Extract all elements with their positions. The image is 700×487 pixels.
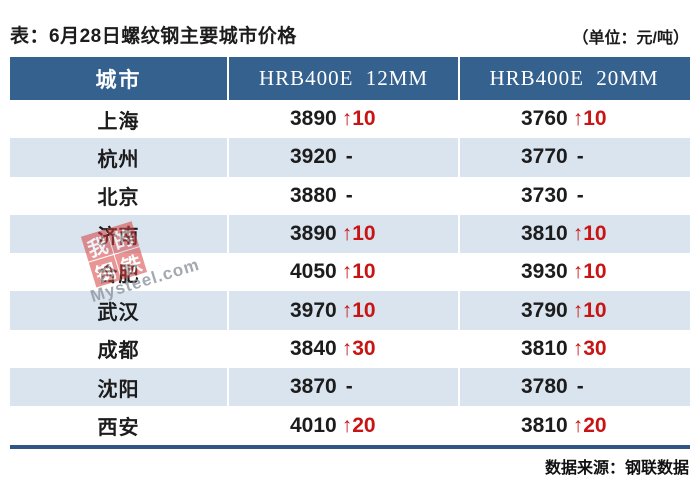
price-value: 4050: [290, 260, 337, 284]
table-title: 表：6月28日螺纹钢主要城市价格: [10, 26, 297, 47]
price-value: 3920: [290, 145, 337, 169]
price-cell-20mm: 3780-: [458, 368, 688, 407]
price-cell-12mm: 3920-: [227, 138, 458, 177]
city-cell: 上海: [97, 110, 140, 133]
header-row: 城市 HRB400E 12MM HRB400E 20MM: [10, 57, 690, 100]
price-value: 3780: [521, 375, 568, 399]
data-source: 数据来源：钢联数据: [544, 459, 689, 477]
table-row: 北京 3880-3730-: [10, 176, 690, 215]
table-row: 成都 3840 ↑30 3810 ↑30: [10, 329, 690, 369]
city-cell: 西安: [97, 417, 140, 440]
price-value: 3870: [290, 375, 337, 399]
price-change-flat: -: [576, 145, 584, 169]
table-row: 上海 3890 ↑10 3760 ↑10: [10, 100, 690, 139]
price-value: 3890: [290, 107, 337, 131]
table-row: 杭州 3920-3770-: [10, 138, 690, 177]
price-cell-12mm: 3970 ↑10: [227, 291, 458, 330]
price-cell-12mm: 3890 ↑10: [227, 214, 458, 254]
header-cell-city: 城市: [95, 68, 142, 92]
price-cell-20mm: 3810 ↑20: [458, 406, 688, 445]
price-cell-12mm: 3880-: [227, 176, 458, 215]
price-value: 3890: [290, 222, 337, 246]
city-cell: 成都: [97, 340, 140, 363]
price-change-up: ↑10: [341, 260, 376, 284]
price-value: 3760: [521, 107, 568, 131]
header-cell-12mm: HRB400E 12MM: [227, 57, 458, 100]
price-change-flat: -: [576, 375, 584, 399]
price-value: 3840: [290, 336, 337, 360]
price-value: 4010: [290, 413, 337, 437]
price-cell-12mm: 4050 ↑10: [227, 253, 458, 292]
price-change-flat: -: [345, 183, 353, 207]
city-cell: 武汉: [97, 302, 140, 325]
header-cell-20mm: HRB400E 20MM: [458, 57, 688, 100]
table-row: 合肥 4050 ↑10 3930 ↑10: [10, 253, 690, 292]
price-value: 3880: [290, 183, 337, 207]
price-value: 3970: [290, 298, 337, 322]
price-change-flat: -: [576, 183, 584, 207]
city-cell: 北京: [97, 187, 140, 210]
city-cell: 济南: [97, 225, 140, 248]
table-body: 上海 3890 ↑10 3760 ↑10 杭州 3920-3770- 北京 3880-3730-…: [10, 100, 690, 445]
price-cell-12mm: 3890 ↑10: [227, 100, 458, 139]
city-cell: 沈阳: [97, 378, 140, 401]
price-change-up: ↑30: [572, 336, 607, 360]
price-change-up: ↑20: [572, 413, 607, 437]
table-row: 济南 3890 ↑10 3810 ↑10: [10, 214, 690, 254]
price-value: 3810: [521, 222, 568, 246]
price-value: 3930: [521, 260, 568, 284]
price-change-up: ↑20: [341, 413, 376, 437]
city-cell: 杭州: [97, 148, 140, 171]
city-cell: 合肥: [97, 263, 140, 286]
price-change-up: ↑10: [572, 260, 607, 284]
title-row: 表：6月28日螺纹钢主要城市价格 （单位：元/吨）: [10, 15, 689, 48]
price-value: 3770: [521, 145, 568, 169]
unit-label: （单位：元/吨）: [572, 30, 689, 47]
price-table: 城市 HRB400E 12MM HRB400E 20MM 上海 3890 ↑10 37…: [10, 57, 690, 449]
price-change-up: ↑10: [572, 298, 607, 322]
price-change-up: ↑10: [572, 107, 607, 131]
price-cell-20mm: 3760 ↑10: [458, 100, 688, 139]
price-value: 3810: [521, 413, 568, 437]
price-cell-20mm: 3930 ↑10: [458, 253, 688, 292]
price-cell-20mm: 3810 ↑30: [458, 329, 688, 369]
price-cell-12mm: 3840 ↑30: [227, 329, 458, 369]
table-row: 西安 4010 ↑20 3810 ↑20: [10, 406, 690, 445]
price-cell-20mm: 3770-: [458, 138, 688, 177]
price-cell-12mm: 3870-: [227, 368, 458, 407]
price-value: 3810: [521, 336, 568, 360]
price-change-up: ↑10: [572, 222, 607, 246]
price-change-up: ↑10: [341, 107, 376, 131]
price-change-flat: -: [345, 375, 353, 399]
price-cell-20mm: 3810 ↑10: [458, 214, 688, 254]
price-change-up: ↑10: [341, 298, 376, 322]
price-value: 3790: [521, 298, 568, 322]
price-change-flat: -: [345, 145, 353, 169]
price-cell-20mm: 3730-: [458, 176, 688, 215]
price-cell-12mm: 4010 ↑20: [227, 406, 458, 445]
price-cell-20mm: 3790 ↑10: [458, 291, 688, 330]
table-header: 城市 HRB400E 12MM HRB400E 20MM: [10, 57, 690, 100]
price-change-up: ↑30: [341, 336, 376, 360]
table-row: 武汉 3970 ↑10 3790 ↑10: [10, 291, 690, 330]
price-change-up: ↑10: [341, 222, 376, 246]
table-row: 沈阳 3870-3780-: [10, 368, 690, 407]
price-value: 3730: [521, 183, 568, 207]
